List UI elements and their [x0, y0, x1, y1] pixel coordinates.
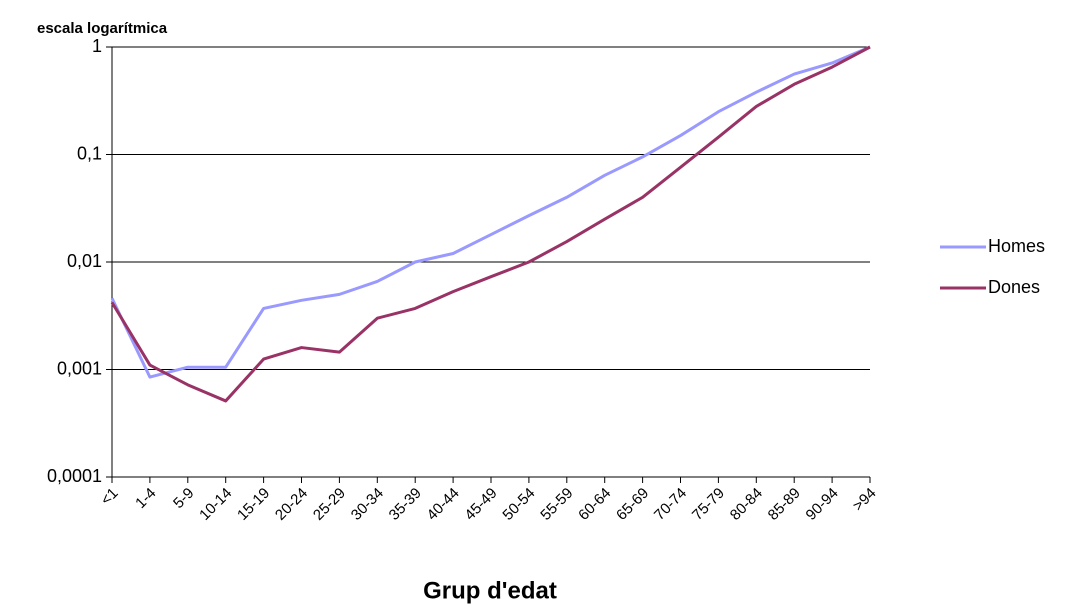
y-axis-label: escala logarítmica: [37, 20, 168, 37]
x-tick-label: 25-29: [310, 485, 349, 524]
series-line: [110, 45, 871, 403]
x-tick-label: 65-69: [613, 485, 652, 524]
x-tick-label: 75-79: [689, 485, 728, 524]
y-tick-label: 0,01: [67, 251, 102, 271]
legend-label: Dones: [988, 277, 1040, 297]
x-tick-label: 70-74: [651, 485, 690, 524]
x-tick-label: 1-4: [132, 485, 159, 512]
x-tick-label: 55-59: [537, 485, 576, 524]
x-tick-label: 40-44: [424, 485, 463, 524]
x-tick-label: 5-9: [170, 485, 197, 512]
x-tick-label: 15-19: [234, 485, 273, 524]
x-tick-label: 85-89: [765, 485, 804, 524]
legend-label: Homes: [988, 236, 1045, 256]
x-tick-label: 20-24: [272, 485, 311, 524]
x-tick-label: 30-34: [348, 485, 387, 524]
y-tick-label: 0,001: [57, 358, 102, 378]
x-axis-label: Grup d'edat: [423, 577, 557, 604]
y-tick-label: 0,1: [77, 143, 102, 163]
series-line: [110, 45, 871, 379]
x-tick-label: 90-94: [803, 485, 842, 524]
x-tick-label: 45-49: [461, 485, 500, 524]
x-tick-label: 60-64: [575, 485, 614, 524]
x-tick-label: <1: [98, 485, 122, 509]
x-tick-label: 35-39: [386, 485, 425, 524]
x-tick-label: 10-14: [196, 485, 235, 524]
x-tick-label: >94: [850, 485, 880, 515]
x-tick-label: 80-84: [727, 485, 766, 524]
y-tick-label: 1: [92, 36, 102, 56]
x-tick-label: 50-54: [499, 485, 538, 524]
y-tick-label: 0,0001: [47, 466, 102, 486]
